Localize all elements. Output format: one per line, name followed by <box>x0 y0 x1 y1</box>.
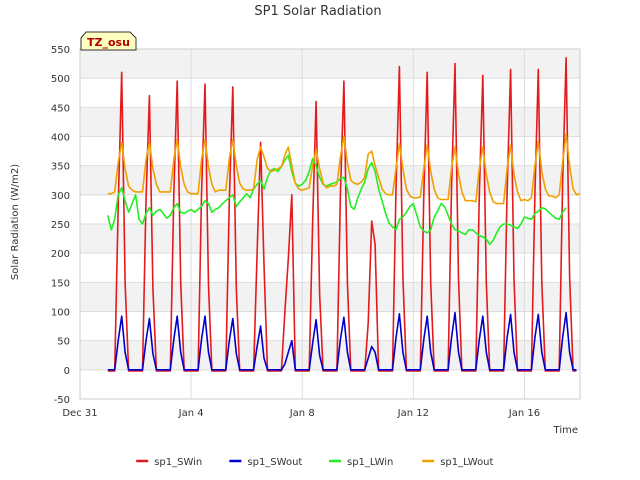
legend: sp1_SWin sp1_SWout sp1_LWin sp1_LWout <box>136 457 494 468</box>
plot-band <box>80 194 580 224</box>
plot-band <box>80 136 580 166</box>
plot-band <box>80 282 580 312</box>
y-tick-label: -50 <box>54 395 70 406</box>
x-tick-label: Jan 16 <box>508 408 540 419</box>
legend-label-sp1_LWout: sp1_LWout <box>440 457 493 468</box>
legend-label-sp1_LWin: sp1_LWin <box>347 457 393 468</box>
plot-bands <box>80 49 580 399</box>
legend-label-sp1_SWout: sp1_SWout <box>247 457 302 468</box>
y-tick-label: 500 <box>51 74 70 85</box>
plot-band <box>80 311 580 341</box>
y-tick-label: 450 <box>51 103 70 114</box>
plot-band <box>80 78 580 108</box>
plot-band <box>80 340 580 370</box>
y-tick-label: 350 <box>51 162 70 173</box>
site-label: TZ_osu <box>87 36 130 49</box>
y-tick-label: 100 <box>51 308 70 319</box>
x-tick-label: Dec 31 <box>62 408 97 419</box>
y-tick-label: 200 <box>51 249 70 260</box>
site-badge: TZ_osu <box>80 31 137 51</box>
plot-frame <box>79 48 581 400</box>
y-tick-label: 400 <box>51 133 70 144</box>
x-tick-label: Jan 12 <box>397 408 429 419</box>
y-axis-label: Solar Radiation (W/m2) <box>10 164 21 280</box>
chart-title: SP1 Solar Radiation <box>254 4 381 19</box>
series-line-sp1_SWin <box>107 56 577 372</box>
y-tick-label: 50 <box>57 337 70 348</box>
y-tick-label: 550 <box>51 45 70 56</box>
series-layer <box>107 56 581 372</box>
site-badge-box <box>80 31 137 51</box>
y-tick-label: 150 <box>51 278 70 289</box>
legend-label-sp1_SWin: sp1_SWin <box>154 457 202 468</box>
y-tick-label: 300 <box>51 191 70 202</box>
plot-band <box>80 253 580 283</box>
plot-band <box>80 369 580 399</box>
plot-band <box>80 49 580 79</box>
y-tick-labels: -50 0 50 100 150 200 250 300 350 400 450 500 550 <box>51 45 70 406</box>
x-tick-label: Jan 8 <box>289 408 315 419</box>
x-tick-label: Jan 4 <box>178 408 204 419</box>
plot-band <box>80 107 580 137</box>
series-line-sp1_LWout <box>107 132 581 205</box>
x-tick-labels: Dec 31 Jan 4 Jan 8 Jan 12 Jan 16 <box>62 408 540 419</box>
series-line-sp1_SWout <box>107 311 577 371</box>
y-tick-label: 250 <box>51 220 70 231</box>
x-axis-label: Time <box>553 425 578 436</box>
plot-band <box>80 224 580 254</box>
plot-band <box>80 165 580 195</box>
y-tick-label: 0 <box>64 366 70 377</box>
